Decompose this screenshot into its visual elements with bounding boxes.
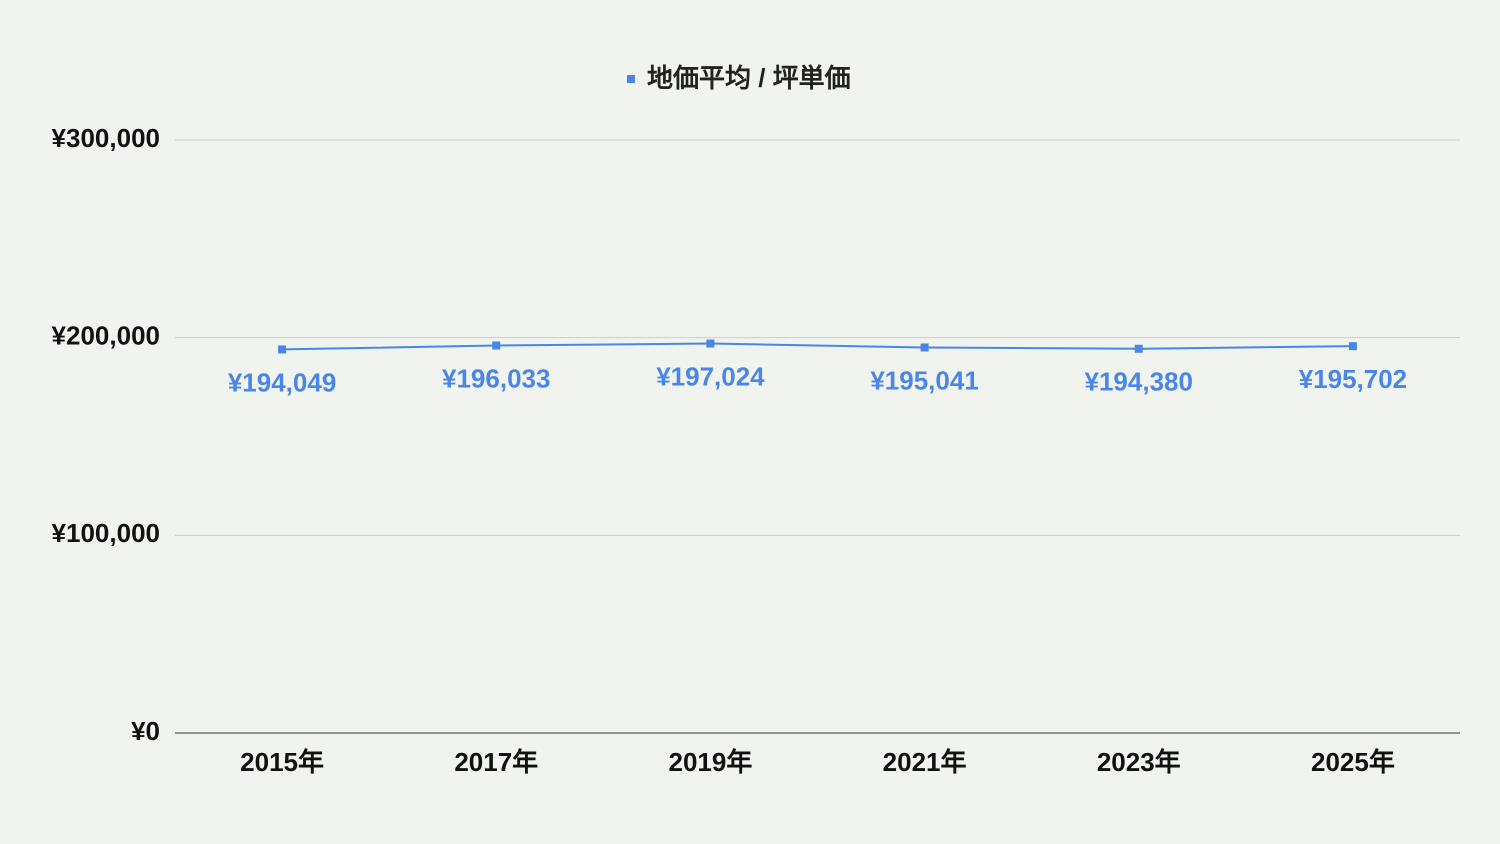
y-tick-label: ¥0: [131, 716, 160, 746]
x-tick-label: 2025年: [1311, 747, 1395, 777]
point: [1134, 344, 1143, 353]
data-label: ¥195,041: [870, 365, 978, 395]
point: [920, 343, 929, 352]
data-label: ¥194,049: [228, 367, 336, 397]
legend-marker: [627, 75, 635, 83]
line: [282, 342, 1353, 351]
y-tick-label: ¥300,000: [52, 123, 160, 153]
x-tick-label: 2019年: [668, 747, 752, 777]
point: [278, 345, 287, 354]
point: [492, 341, 501, 350]
y-tick-label: ¥100,000: [52, 518, 160, 548]
x-tick-label: 2021年: [883, 747, 967, 777]
x-tick-label: 2017年: [454, 747, 538, 777]
data-label: ¥197,024: [656, 361, 765, 391]
x-tick-label: 2023年: [1097, 747, 1181, 777]
data-label: ¥194,380: [1085, 367, 1193, 397]
x-tick-label: 2015年: [240, 747, 324, 777]
point: [1348, 342, 1357, 351]
legend-label: 地価平均 / 坪単価: [647, 63, 851, 93]
point: [706, 339, 715, 348]
data-label: ¥196,033: [442, 363, 550, 393]
y-tick-label: ¥200,000: [52, 321, 160, 351]
data-label: ¥195,702: [1299, 364, 1407, 394]
